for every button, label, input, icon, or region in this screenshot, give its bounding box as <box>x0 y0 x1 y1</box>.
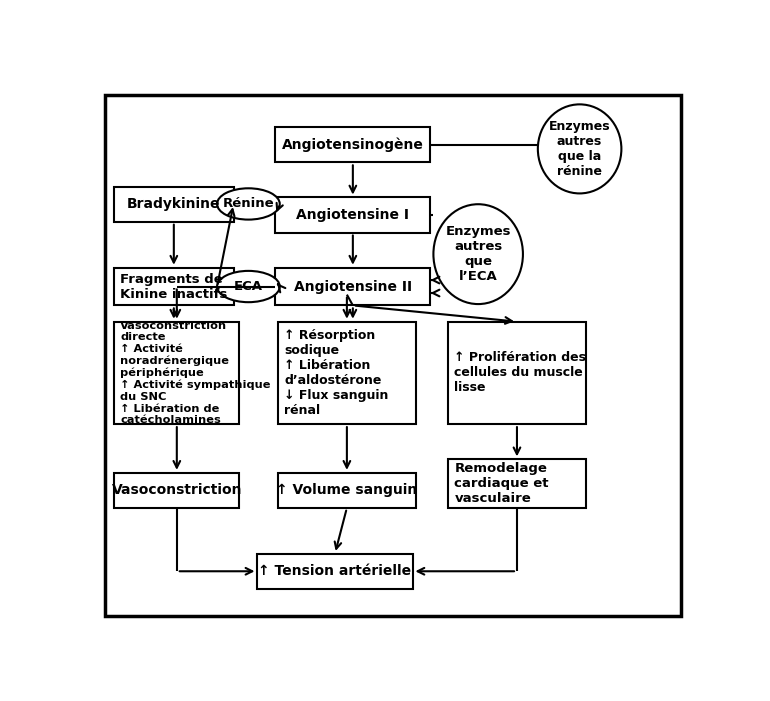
FancyBboxPatch shape <box>276 198 430 233</box>
Text: Vasoconstriction
directe
↑ Activité
noradrénergique
périphérique
↑ Activité symp: Vasoconstriction directe ↑ Activité nora… <box>120 320 270 426</box>
FancyBboxPatch shape <box>448 322 586 424</box>
Text: Enzymes
autres
que
l’ECA: Enzymes autres que l’ECA <box>445 225 511 283</box>
Text: Enzymes
autres
que la
rénine: Enzymes autres que la rénine <box>549 120 611 178</box>
Text: ↑ Tension artérielle: ↑ Tension artérielle <box>259 564 411 578</box>
Text: Rénine: Rénine <box>223 198 274 210</box>
Ellipse shape <box>434 204 523 304</box>
Text: ↑ Prolifération des
cellules du muscle
lisse: ↑ Prolifération des cellules du muscle l… <box>454 351 586 395</box>
FancyBboxPatch shape <box>257 554 413 589</box>
Text: ↑ Volume sanguin: ↑ Volume sanguin <box>276 483 417 497</box>
FancyBboxPatch shape <box>278 322 416 424</box>
FancyBboxPatch shape <box>105 95 681 615</box>
Text: Bradykinine: Bradykinine <box>127 197 220 211</box>
Text: ↑ Résorption
sodique
↑ Libération
d’aldostérone
↓ Flux sanguin
rénal: ↑ Résorption sodique ↑ Libération d’aldo… <box>284 329 389 417</box>
Text: Vasoconstriction: Vasoconstriction <box>112 483 242 497</box>
FancyBboxPatch shape <box>448 459 586 508</box>
FancyBboxPatch shape <box>114 268 233 306</box>
Text: ECA: ECA <box>234 280 263 293</box>
Text: Angiotensine I: Angiotensine I <box>296 208 410 222</box>
FancyBboxPatch shape <box>276 128 430 163</box>
FancyBboxPatch shape <box>114 186 233 222</box>
FancyBboxPatch shape <box>114 322 239 424</box>
Ellipse shape <box>217 271 280 302</box>
FancyBboxPatch shape <box>278 472 416 508</box>
Text: Angiotensine II: Angiotensine II <box>294 280 412 294</box>
FancyBboxPatch shape <box>276 268 430 306</box>
Text: Angiotensinogène: Angiotensinogène <box>282 137 424 152</box>
Ellipse shape <box>537 104 621 193</box>
FancyBboxPatch shape <box>114 472 239 508</box>
Ellipse shape <box>217 189 280 219</box>
Text: Remodelage
cardiaque et
vasculaire: Remodelage cardiaque et vasculaire <box>454 462 549 505</box>
Text: Fragments de
Kinine inactifs: Fragments de Kinine inactifs <box>120 273 227 301</box>
